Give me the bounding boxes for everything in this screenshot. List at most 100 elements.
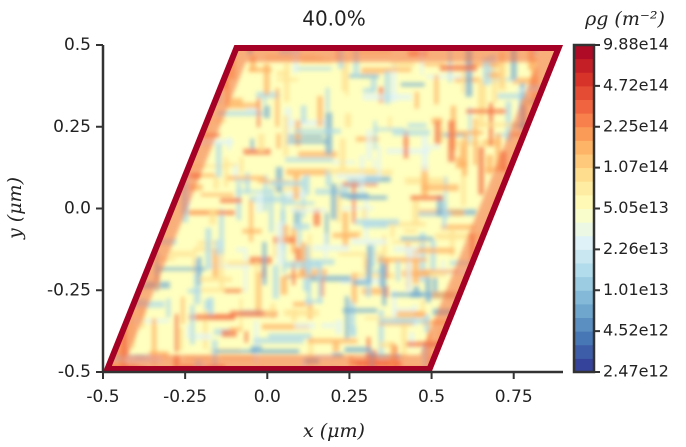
field-streak	[475, 299, 480, 325]
field-streak	[410, 195, 443, 201]
field-streak	[497, 93, 528, 99]
field-streak	[444, 176, 448, 219]
field-streak	[284, 201, 315, 205]
x-axis-label: x (μm)	[303, 420, 365, 442]
field-streak	[395, 307, 415, 314]
field-streak	[533, 136, 540, 185]
field-streak	[435, 233, 484, 240]
field-streak	[403, 229, 418, 234]
field-streak	[551, 275, 556, 320]
field-streak	[189, 314, 236, 321]
field-streak	[362, 88, 375, 94]
field-streak	[473, 118, 478, 166]
field-streak	[370, 77, 377, 92]
field-streak	[379, 222, 426, 227]
field-streak	[134, 247, 140, 268]
field-streak	[344, 346, 372, 353]
field-streak	[146, 201, 152, 230]
field-streak	[295, 247, 302, 262]
field-streak	[289, 208, 327, 213]
field-streak	[209, 208, 217, 225]
field-streak	[540, 265, 555, 270]
field-streak	[200, 193, 234, 197]
field-streak	[562, 192, 563, 220]
field-streak	[442, 375, 461, 378]
field-streak	[352, 178, 356, 224]
field-streak	[325, 87, 330, 112]
field-streak	[335, 319, 343, 334]
field-streak	[541, 216, 548, 236]
field-streak	[482, 57, 490, 86]
field-streak	[332, 341, 340, 353]
field-streak	[390, 219, 395, 238]
field-streak	[268, 333, 312, 340]
field-streak	[330, 183, 337, 220]
field-streak	[286, 168, 329, 176]
field-streak	[414, 311, 426, 316]
field-streak	[174, 45, 180, 55]
field-streak	[521, 321, 546, 328]
field-streak	[548, 300, 556, 345]
field-streak	[526, 271, 544, 277]
field-streak	[431, 117, 443, 124]
field-streak	[282, 244, 286, 274]
field-streak	[120, 71, 140, 76]
field-streak	[119, 84, 123, 120]
field-streak	[550, 111, 558, 133]
field-streak	[466, 108, 507, 114]
field-streak	[147, 201, 154, 242]
field-streak	[351, 238, 387, 245]
field-streak	[504, 208, 508, 256]
field-streak	[214, 239, 219, 255]
field-streak	[219, 208, 224, 255]
field-streak	[112, 119, 117, 148]
field-streak	[502, 267, 510, 300]
chart-title: 40.0%	[302, 7, 366, 31]
field-streak	[261, 324, 310, 330]
field-streak	[412, 195, 420, 226]
field-streak	[174, 118, 182, 140]
field-streak	[406, 341, 442, 347]
field-streak	[184, 66, 203, 71]
field-streak	[239, 157, 244, 174]
field-streak	[339, 192, 369, 199]
field-streak	[488, 299, 494, 347]
field-streak	[476, 345, 480, 370]
field-streak	[477, 341, 512, 346]
field-streak	[112, 141, 119, 167]
field-streak	[382, 263, 387, 306]
field-streak	[141, 137, 176, 144]
field-streak	[129, 223, 133, 250]
field-streak	[288, 134, 324, 139]
field-streak	[235, 247, 248, 252]
field-streak	[194, 333, 212, 340]
field-streak	[503, 281, 508, 298]
field-streak	[441, 224, 475, 230]
field-streak	[541, 148, 549, 198]
colorbar-tick-label: 9.88e14	[603, 35, 669, 54]
field-streak	[351, 304, 356, 336]
field-streak	[514, 249, 519, 268]
field-streak	[263, 92, 267, 105]
field-streak	[388, 116, 392, 131]
field-streak	[421, 184, 459, 192]
field-streak	[362, 255, 369, 271]
field-streak	[151, 101, 155, 143]
field-streak	[351, 272, 358, 304]
colorbar-tick-label: 1.07e14	[603, 157, 669, 176]
field-streak	[118, 374, 122, 387]
field-streak	[135, 227, 142, 244]
y-axis-label: y (μm)	[4, 177, 26, 240]
field-streak	[377, 145, 381, 178]
field-streak	[183, 210, 223, 215]
colorbar-label: ρg (m⁻²)	[584, 8, 665, 30]
field-streak	[500, 235, 505, 265]
field-streak	[400, 82, 425, 87]
colorbar-band	[574, 167, 594, 182]
field-streak	[392, 289, 397, 323]
field-streak	[284, 274, 315, 279]
field-streak	[137, 188, 161, 194]
field-streak	[284, 261, 322, 269]
field-streak	[174, 314, 179, 353]
field	[103, 45, 563, 387]
